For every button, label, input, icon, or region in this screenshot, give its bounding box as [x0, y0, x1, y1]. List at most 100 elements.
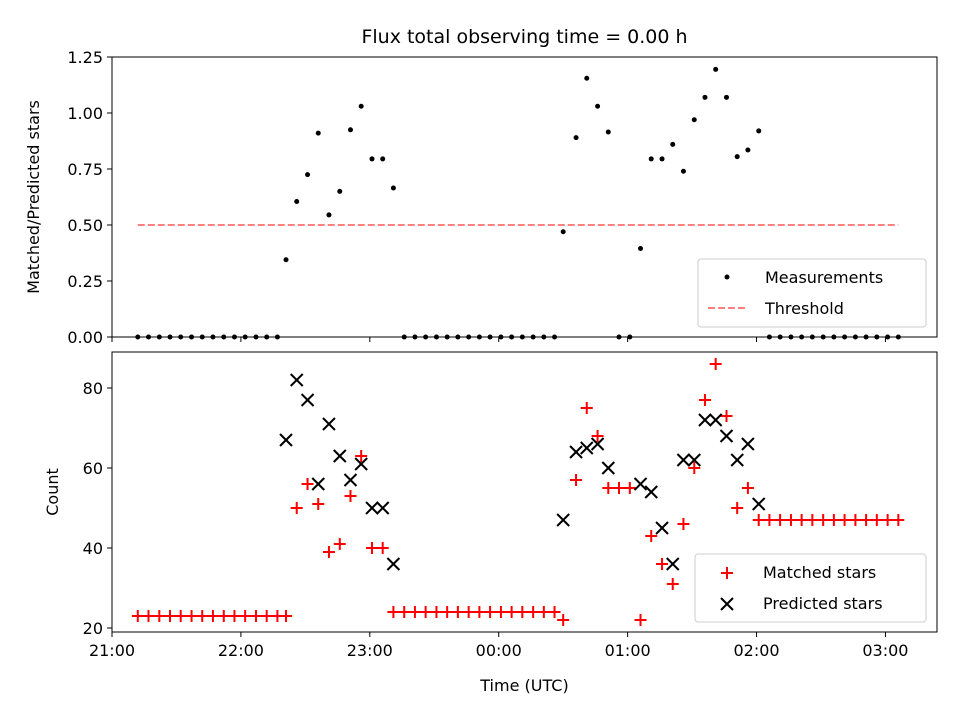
- point-measurements: [305, 172, 311, 178]
- point-matched-stars: [570, 474, 583, 486]
- point-matched-stars: [827, 514, 840, 526]
- point-measurements: [680, 168, 686, 174]
- point-matched-stars: [196, 610, 209, 622]
- point-matched-stars: [355, 450, 368, 462]
- top-legend: Measurements Threshold: [697, 258, 927, 328]
- point-matched-stars: [206, 610, 219, 622]
- point-measurements: [648, 156, 654, 162]
- point-measurements: [702, 94, 708, 100]
- top-title: Flux total observing time = 0.00 h: [361, 26, 687, 48]
- point-matched-stars: [494, 606, 507, 618]
- point-measurements: [358, 103, 364, 109]
- point-measurements: [595, 103, 601, 109]
- point-matched-stars: [312, 498, 325, 510]
- point-measurements: [734, 154, 740, 160]
- point-matched-stars: [752, 514, 765, 526]
- bottom-y-tick-label: 60: [83, 459, 103, 478]
- point-matched-stars: [838, 514, 851, 526]
- point-measurements: [560, 229, 566, 235]
- x-axis-label: Time (UTC): [479, 676, 568, 695]
- point-matched-stars: [548, 606, 561, 618]
- point-measurements: [347, 127, 353, 133]
- point-matched-stars: [441, 606, 454, 618]
- bottom-legend: Matched stars Predicted stars: [694, 553, 927, 623]
- point-matched-stars: [387, 606, 400, 618]
- point-measurements: [369, 156, 375, 162]
- point-measurements: [659, 156, 665, 162]
- top-y-tick-label: 0.50: [67, 216, 103, 235]
- bottom-y-tick-label: 80: [83, 379, 103, 398]
- point-predicted-stars: [708, 413, 723, 427]
- point-matched-stars: [473, 606, 486, 618]
- point-predicted-stars: [375, 501, 390, 515]
- point-measurements: [723, 94, 729, 100]
- point-matched-stars: [580, 402, 593, 414]
- point-matched-stars: [217, 610, 230, 622]
- top-y-tick-label: 0.00: [67, 328, 103, 347]
- point-measurements: [670, 141, 676, 147]
- point-predicted-stars: [666, 557, 680, 571]
- point-predicted-stars: [676, 453, 691, 467]
- bottom-legend-box: [694, 553, 927, 623]
- point-predicted-stars: [322, 417, 336, 431]
- point-predicted-stars: [687, 453, 701, 467]
- point-matched-stars: [164, 610, 177, 622]
- point-predicted-stars: [343, 473, 358, 487]
- point-predicted-stars: [311, 477, 325, 491]
- point-measurements: [756, 128, 762, 134]
- point-matched-stars: [688, 462, 701, 474]
- point-matched-stars: [280, 610, 293, 622]
- point-predicted-stars: [730, 453, 744, 467]
- point-matched-stars: [612, 482, 625, 494]
- bottom-y-tick-label: 40: [83, 539, 103, 558]
- point-measurements: [713, 66, 719, 72]
- point-matched-stars: [419, 606, 432, 618]
- point-matched-stars: [290, 502, 303, 514]
- point-matched-stars: [602, 482, 615, 494]
- point-matched-stars: [763, 514, 776, 526]
- point-predicted-stars: [333, 449, 347, 463]
- x-tick-label: 03:00: [862, 641, 908, 660]
- point-measurements: [691, 117, 697, 123]
- point-matched-stars: [731, 502, 744, 514]
- legend-marker-predicted-stars: [720, 597, 734, 611]
- point-matched-stars: [656, 558, 669, 570]
- point-matched-stars: [301, 478, 314, 490]
- point-measurements: [573, 135, 579, 141]
- point-matched-stars: [881, 514, 894, 526]
- point-matched-stars: [344, 490, 357, 502]
- point-matched-stars: [505, 606, 518, 618]
- point-matched-stars: [645, 530, 658, 542]
- point-predicted-stars: [752, 497, 766, 511]
- point-matched-stars: [153, 610, 166, 622]
- bottom-y-axis-label: Count: [43, 468, 62, 516]
- point-matched-stars: [677, 518, 690, 530]
- point-predicted-stars: [719, 429, 734, 443]
- point-predicted-stars: [365, 501, 379, 515]
- point-matched-stars: [366, 542, 379, 554]
- bottom-plot-area: 21:00 22:00 23:00 00:00 01:00 02:00 03:00 20 40 6…: [83, 358, 908, 660]
- x-tick-label: 22:00: [218, 641, 264, 660]
- top-y-tick-label: 1.00: [67, 104, 103, 123]
- point-matched-stars: [698, 394, 711, 406]
- point-matched-stars: [260, 610, 273, 622]
- point-matched-stars: [709, 358, 722, 370]
- bottom-panel: 21:00 22:00 23:00 00:00 01:00 02:00 03:00 20 40 6…: [43, 351, 938, 695]
- x-tick-label: 01:00: [605, 641, 651, 660]
- point-matched-stars: [484, 606, 497, 618]
- point-predicted-stars: [633, 477, 648, 491]
- point-predicted-stars: [580, 441, 594, 455]
- point-measurements: [605, 129, 611, 135]
- point-measurements: [337, 188, 343, 194]
- top-y-axis-label: Matched/Predicted stars: [24, 100, 43, 294]
- legend-label-predicted-stars: Predicted stars: [763, 594, 883, 613]
- point-matched-stars: [131, 610, 144, 622]
- point-predicted-stars: [290, 373, 304, 387]
- point-predicted-stars: [655, 521, 669, 535]
- point-matched-stars: [720, 410, 733, 422]
- point-predicted-stars: [569, 445, 583, 459]
- point-measurements: [745, 147, 751, 153]
- point-matched-stars: [591, 430, 604, 442]
- legend-label-measurements: Measurements: [765, 268, 883, 287]
- point-matched-stars: [784, 514, 797, 526]
